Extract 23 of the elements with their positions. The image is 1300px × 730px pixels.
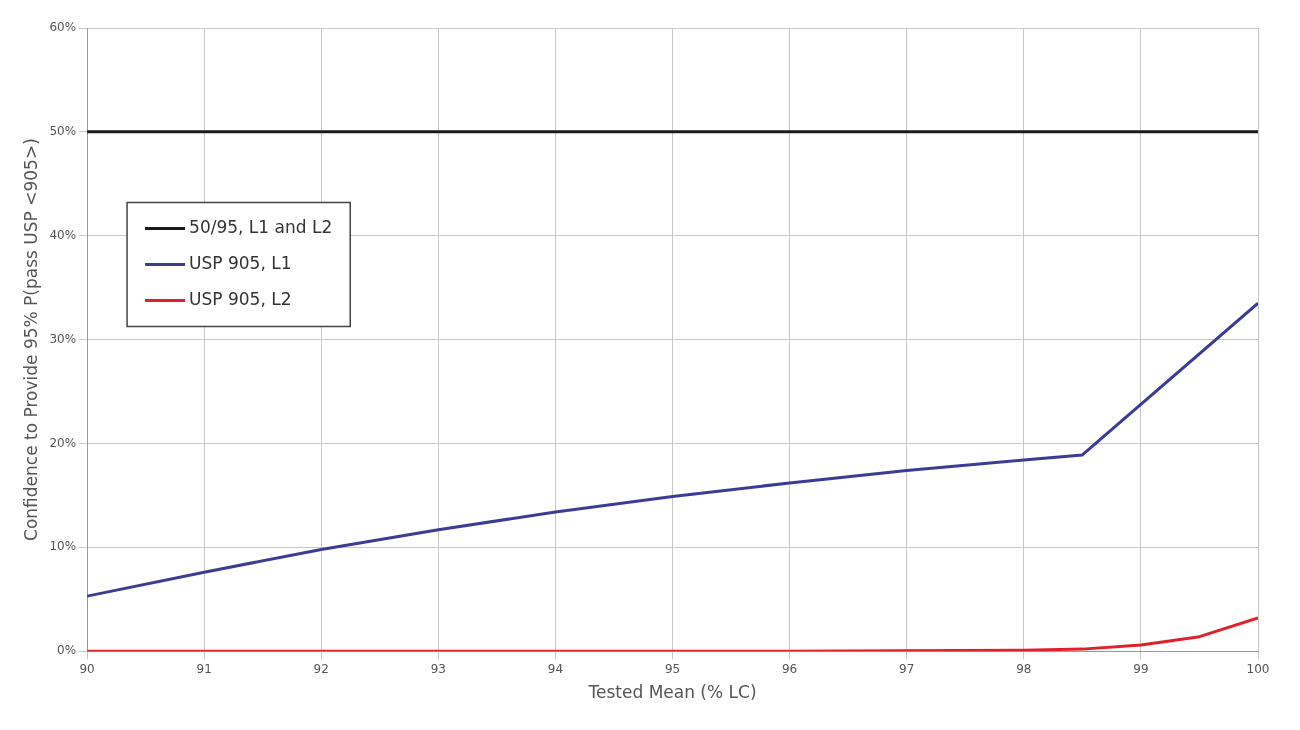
x-tick-label: 97 bbox=[899, 661, 915, 676]
y-tick-label: 50% bbox=[49, 123, 77, 138]
y-tick-label: 40% bbox=[49, 227, 77, 242]
x-tick-label: 99 bbox=[1133, 661, 1149, 676]
x-tick-label: 95 bbox=[664, 661, 681, 676]
x-axis-title: Tested Mean (% LC) bbox=[587, 682, 757, 703]
x-tick-label: 91 bbox=[196, 661, 212, 676]
x-tick-label: 100 bbox=[1246, 661, 1270, 676]
x-tick-label: 92 bbox=[313, 661, 329, 676]
x-tick-label: 98 bbox=[1016, 661, 1032, 676]
y-tick-label: 10% bbox=[49, 539, 77, 554]
x-tick-label: 93 bbox=[430, 661, 446, 676]
x-tick-label: 94 bbox=[547, 661, 564, 676]
legend-label: USP 905, L1 bbox=[189, 252, 292, 273]
legend-label: USP 905, L2 bbox=[189, 288, 292, 309]
y-tick-label: 0% bbox=[57, 643, 77, 658]
x-tick-label: 90 bbox=[79, 661, 95, 676]
y-tick-label: 20% bbox=[49, 435, 77, 450]
y-axis-title: Confidence to Provide 95% P(pass USP <905>) bbox=[20, 138, 41, 541]
x-tick-label: 96 bbox=[781, 661, 798, 676]
y-tick-label: 60% bbox=[49, 20, 77, 35]
legend-label: 50/95, L1 and L2 bbox=[189, 216, 333, 237]
y-tick-label: 30% bbox=[49, 331, 77, 346]
